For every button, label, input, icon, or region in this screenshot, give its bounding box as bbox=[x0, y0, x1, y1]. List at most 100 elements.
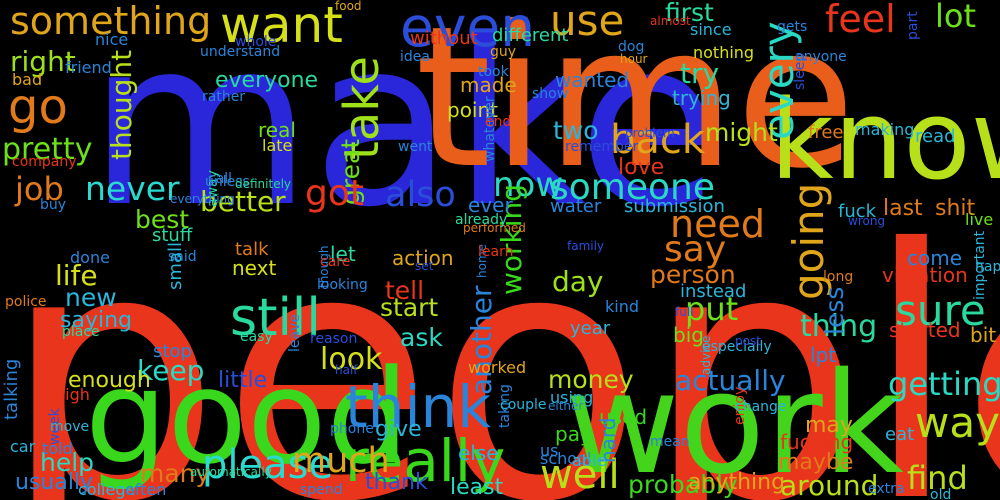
word: guy bbox=[490, 44, 517, 60]
word: worked bbox=[468, 358, 527, 377]
word: way bbox=[915, 398, 1000, 447]
word: understand bbox=[200, 44, 281, 60]
word: rather bbox=[202, 89, 246, 105]
word: place bbox=[62, 324, 100, 340]
word: care bbox=[320, 254, 351, 270]
word: think bbox=[345, 373, 491, 441]
word: water bbox=[550, 196, 602, 217]
word: full bbox=[675, 305, 694, 319]
word: nice bbox=[95, 30, 129, 49]
word: gets bbox=[777, 19, 808, 35]
word: us bbox=[540, 441, 559, 460]
word: stop bbox=[153, 341, 192, 362]
word: around bbox=[780, 469, 879, 500]
word: put bbox=[685, 290, 739, 328]
word: college bbox=[78, 480, 136, 499]
word: tell bbox=[385, 276, 425, 305]
word: might bbox=[705, 118, 778, 147]
word: done bbox=[70, 248, 110, 267]
word: everyone bbox=[215, 68, 319, 93]
word: almost bbox=[650, 14, 691, 28]
word: keep bbox=[137, 354, 205, 387]
word: may bbox=[805, 413, 853, 438]
word: end bbox=[485, 114, 512, 130]
word: point bbox=[447, 98, 499, 122]
word: money bbox=[548, 365, 634, 394]
word: someone bbox=[550, 167, 715, 208]
word: say bbox=[664, 229, 727, 270]
word: new bbox=[65, 283, 117, 312]
word: even bbox=[400, 0, 536, 59]
word: small bbox=[165, 242, 186, 290]
word: problem bbox=[625, 126, 675, 140]
word: thought bbox=[105, 49, 138, 160]
word: submission bbox=[624, 196, 725, 217]
word: please bbox=[202, 442, 334, 488]
word: little bbox=[218, 368, 268, 393]
word: much bbox=[292, 441, 390, 481]
word: love bbox=[618, 155, 665, 180]
word: big bbox=[673, 323, 704, 347]
word: whole bbox=[235, 34, 277, 50]
word: right bbox=[10, 45, 76, 78]
word: reason bbox=[310, 331, 358, 347]
word: couple bbox=[500, 397, 547, 413]
word: food bbox=[335, 0, 362, 13]
word: family bbox=[567, 239, 605, 253]
word: bit bbox=[970, 323, 997, 347]
word: instead bbox=[680, 281, 747, 302]
word: come bbox=[907, 246, 963, 270]
word: buy bbox=[40, 197, 67, 213]
word: still bbox=[230, 288, 321, 348]
word: call bbox=[208, 171, 233, 187]
word: ask bbox=[400, 323, 443, 352]
word: year bbox=[570, 318, 611, 339]
word: action bbox=[392, 246, 454, 270]
word: anyone bbox=[795, 49, 847, 65]
word: started bbox=[889, 318, 961, 342]
word: phone bbox=[330, 421, 374, 437]
word: read bbox=[915, 126, 956, 147]
word: friend bbox=[65, 58, 112, 77]
word: free bbox=[808, 122, 844, 143]
word: idea bbox=[400, 49, 430, 65]
word: job bbox=[15, 170, 64, 208]
word: nothing bbox=[693, 43, 755, 62]
word: violation bbox=[882, 263, 968, 287]
word: different bbox=[492, 25, 569, 46]
word: took bbox=[478, 64, 509, 80]
word: fuck bbox=[838, 201, 877, 222]
word: used bbox=[599, 405, 648, 429]
word: let bbox=[330, 242, 356, 266]
word: hour bbox=[620, 52, 648, 66]
word: using bbox=[550, 388, 594, 407]
word: especially bbox=[702, 339, 772, 355]
word: better bbox=[200, 185, 286, 218]
word: ever bbox=[468, 193, 513, 217]
word: getting bbox=[888, 365, 1000, 403]
word: unless bbox=[205, 174, 250, 190]
word: got bbox=[305, 173, 364, 214]
word: something bbox=[10, 0, 212, 43]
word: happy bbox=[975, 259, 1000, 275]
word: car bbox=[10, 437, 36, 456]
word: probably bbox=[628, 470, 738, 499]
word: school bbox=[540, 449, 592, 468]
word: now bbox=[493, 165, 564, 205]
word: feel bbox=[825, 0, 896, 41]
word: give bbox=[375, 417, 422, 442]
word: wanted bbox=[555, 68, 630, 92]
word: without bbox=[410, 28, 478, 49]
word: shit bbox=[935, 196, 976, 221]
word: people bbox=[2, 177, 1000, 500]
word: real bbox=[258, 118, 296, 142]
word: either bbox=[548, 399, 584, 413]
word: mean bbox=[650, 434, 690, 450]
word: go bbox=[8, 79, 68, 135]
word: person bbox=[650, 260, 736, 289]
word: said bbox=[168, 249, 197, 265]
word: talking bbox=[1, 358, 22, 420]
word: two bbox=[553, 116, 599, 145]
word: good bbox=[85, 341, 410, 493]
